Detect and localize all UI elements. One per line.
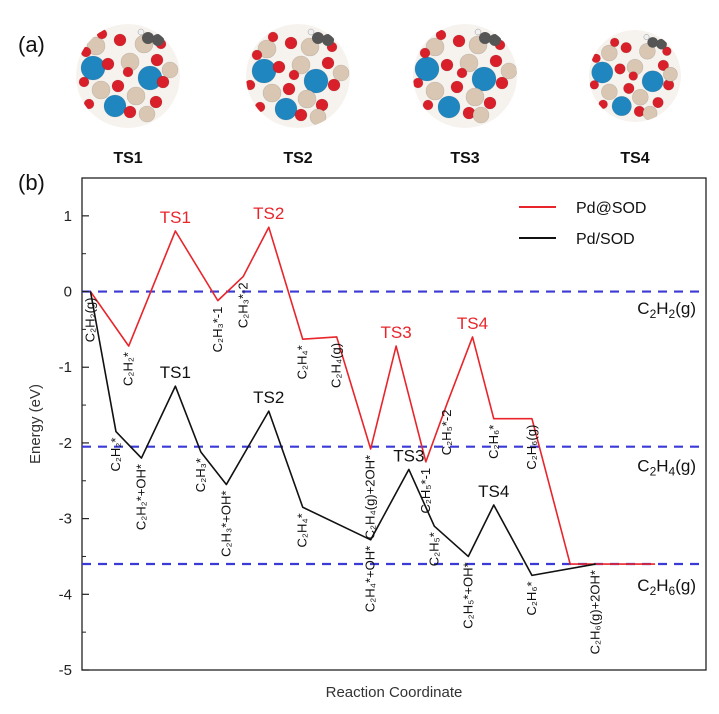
y-axis-title: Energy (eV) [27, 384, 44, 464]
ts-label: TS4 [478, 482, 509, 501]
panel-a-label: (a) [18, 32, 45, 57]
state-label: C₂H₄* [295, 513, 310, 547]
legend-label: Pd/SOD [576, 231, 635, 248]
ts-label: TS4 [457, 314, 488, 333]
structure-label-2: TS2 [283, 150, 312, 167]
ts-label: TS3 [393, 446, 424, 465]
state-label: C₂H₃*-2 [235, 282, 250, 328]
y-tick-label: -2 [59, 435, 72, 452]
state-label: C₂H₅*-1 [418, 468, 433, 514]
state-label: C₂H₆(g)+2OH* [588, 570, 603, 654]
state-label: C₂H₄(g)+2OH* [363, 455, 378, 539]
legend: Pd@SOD Pd/SOD [519, 200, 646, 248]
structure-label-1: TS1 [113, 150, 142, 167]
state-label: C₂H₆* [486, 425, 501, 459]
state-label: C₂H₅* [426, 532, 441, 566]
y-tick-label: -4 [59, 586, 72, 603]
structure-1 [76, 24, 180, 128]
series-line-pd-on-sod [89, 291, 596, 577]
y-tick-label: 0 [64, 284, 72, 301]
state-label: C₂H₂* [121, 352, 136, 386]
structure-3 [413, 24, 517, 128]
state-label: C₂H₄* [295, 345, 310, 379]
state-label: C₂H₃*+OH* [218, 491, 233, 557]
ts-label: TS1 [160, 208, 191, 227]
reference-label: C2H2(g) [637, 299, 696, 321]
structure-label-3: TS3 [450, 150, 479, 167]
state-label: C₂H₃*-1 [210, 307, 225, 353]
x-axis-title: Reaction Coordinate [326, 684, 463, 701]
series-layer [89, 226, 656, 577]
reference-labels: C2H2(g) C2H4(g) C2H6(g) [637, 299, 696, 598]
panel-b-label: (b) [18, 170, 45, 195]
reference-label: C2H6(g) [637, 576, 696, 598]
series-line-pd-at-sod [89, 226, 656, 565]
ts-label: TS1 [160, 363, 191, 382]
y-tick-label: -5 [59, 662, 72, 679]
structure-label-4: TS4 [620, 150, 649, 167]
energy-profile-chart: 10-1-2-3-4-5 C₂H₂(g)C₂H₂*C₂H₃*-1C₂H₃*-2C… [27, 177, 707, 701]
legend-label: Pd@SOD [576, 200, 646, 217]
reference-label: C2H4(g) [637, 457, 696, 479]
state-label: C₂H₄*+OH* [363, 546, 378, 612]
structure-4 [589, 30, 681, 122]
structure-images: TS1 TS2 TS3 TS4 [76, 24, 681, 167]
state-label: C₂H₆(g) [524, 425, 539, 470]
state-label: C₂H₂(g) [82, 298, 97, 343]
ts-label: TS3 [381, 323, 412, 342]
structure-2 [246, 24, 350, 128]
y-tick-label: -1 [59, 359, 72, 376]
state-label: C₂H₃* [193, 458, 208, 492]
y-axis-ticks: 1 0 -1 -2 -3 -4 -5 [59, 208, 89, 679]
state-label: C₂H₅*-2 [439, 410, 454, 456]
y-tick-label: -3 [59, 511, 72, 528]
state-label: C₂H₄(g) [329, 343, 344, 388]
ts-label: TS2 [253, 204, 284, 223]
plot-frame [81, 177, 707, 671]
ts-labels: TS1 TS2 TS3 TS4 TS1 TS2 TS3 TS4 [160, 204, 510, 501]
state-label: C₂H₂* [108, 438, 123, 472]
state-label: C₂H₆* [524, 581, 539, 615]
state-labels: C₂H₂(g) C₂H₂* C₂H₃*-1 C₂H₃*-2 C₂H₄* C₂H₄(g) C₂… [82, 282, 602, 654]
y-tick-label: 1 [64, 208, 72, 225]
state-label: C₂H₂*+OH* [133, 464, 148, 530]
ts-label: TS2 [253, 388, 284, 407]
state-label: C₂H₅*+OH* [460, 562, 475, 628]
